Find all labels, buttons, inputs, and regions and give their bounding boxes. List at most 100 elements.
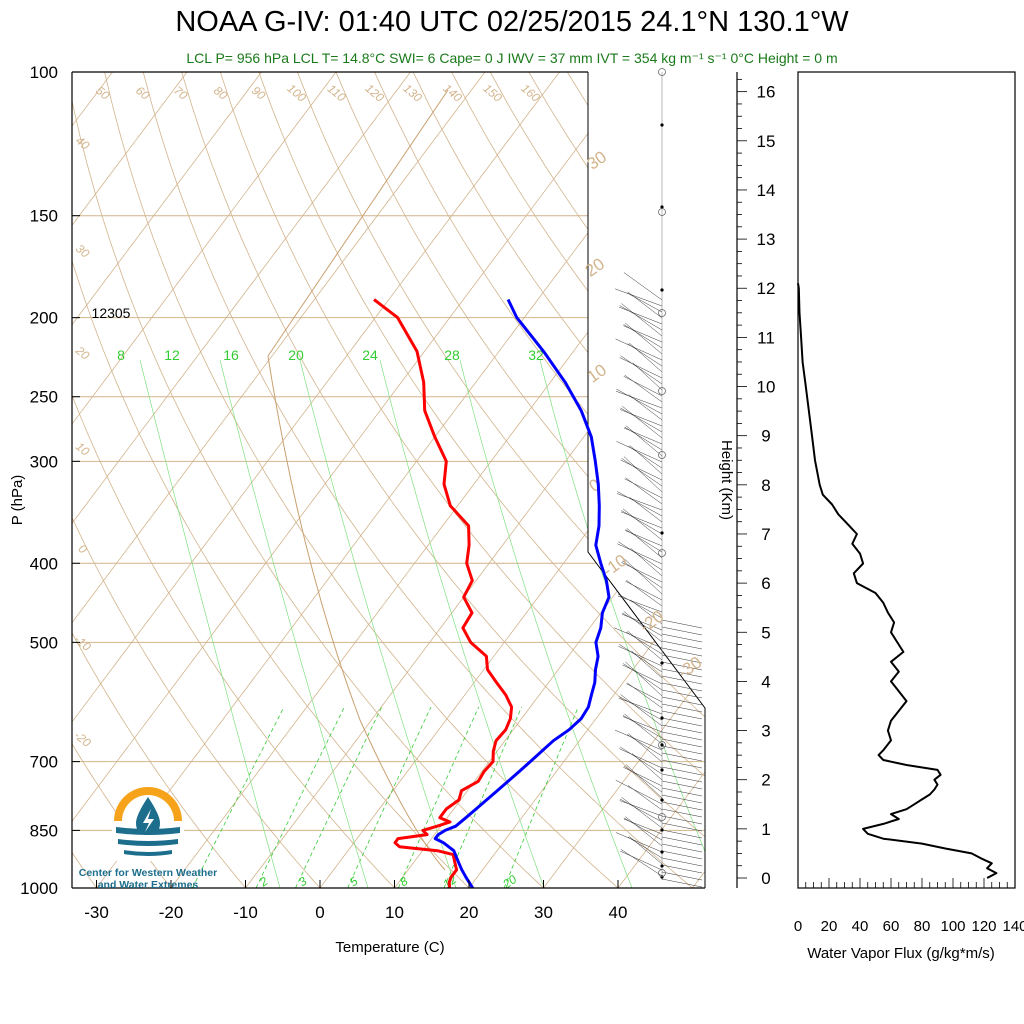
- wind-barb: [661, 745, 703, 755]
- dry-adiabat: [72, 516, 321, 888]
- dry-adiabat-label: 90: [249, 83, 268, 103]
- height-tick-label: 10: [757, 378, 776, 397]
- t-tick-label: -10: [233, 903, 258, 922]
- dry-adiabat: [142, 72, 694, 888]
- isotherm-label: 10: [73, 439, 92, 459]
- wind-barb: [628, 733, 663, 763]
- calm-circle: [658, 68, 666, 76]
- wind-barb: [620, 694, 663, 727]
- wind-barb: [621, 510, 663, 535]
- wind-barb: [623, 767, 663, 787]
- wind-barb: [615, 832, 663, 853]
- dry-adiabat: [181, 72, 705, 838]
- height-tick-label: 7: [761, 525, 770, 544]
- moist-adiabat: [459, 359, 633, 888]
- wind-barb: [661, 815, 703, 825]
- wind-barb: [623, 817, 663, 841]
- wind-barb: [615, 338, 663, 361]
- dry-adiabat: [335, 72, 705, 602]
- wind-barb: [661, 703, 703, 713]
- wind-barb: [661, 773, 703, 783]
- mixing-ratio-label: 12: [164, 347, 180, 363]
- mixing-ratio-label: 3: [296, 874, 310, 889]
- dry-adiabat-label: 60: [133, 83, 152, 103]
- wind-barb: [630, 599, 663, 625]
- height-tick-label: 9: [761, 427, 770, 446]
- wind-barb: [661, 717, 703, 727]
- mixing-ratio-label: 24: [362, 347, 378, 363]
- flux-x-tick-label: 120: [971, 918, 996, 935]
- isotherm-label: -20: [71, 728, 94, 750]
- wind-barb: [661, 668, 703, 678]
- wind-barb: [626, 734, 663, 757]
- flux-x-tick-label: 60: [883, 918, 900, 935]
- mixing-ratio-label: 16: [223, 347, 239, 363]
- y-axis-label: P (hPa): [9, 475, 26, 526]
- isotherm: [468, 572, 705, 888]
- height-tick-label: 3: [761, 722, 770, 741]
- isotherm: [72, 72, 635, 822]
- isotherm-label: 40: [73, 133, 92, 153]
- wind-barb: [661, 738, 703, 748]
- logo-text-line1: Center for Western Weather: [78, 867, 218, 879]
- wind-barb: [629, 445, 663, 475]
- dry-adiabat-label: 50: [93, 83, 112, 103]
- wind-barb: [661, 626, 703, 636]
- wind-barb: [622, 405, 663, 439]
- wind-barb: [627, 291, 663, 319]
- wind-dot: [660, 864, 664, 868]
- dry-adiabat: [72, 259, 470, 888]
- wind-barb: [623, 611, 663, 643]
- wind-barb: [619, 800, 663, 817]
- height-tick-label: 0: [761, 869, 770, 888]
- wind-barb: [661, 724, 703, 734]
- wind-barb: [661, 654, 703, 664]
- wind-barb: [621, 796, 663, 829]
- dry-adiabat: [72, 98, 545, 888]
- wind-barb: [627, 785, 663, 811]
- dry-adiabat: [72, 394, 396, 888]
- height-tick-label: 4: [761, 672, 770, 691]
- wind-barb: [623, 272, 663, 301]
- wind-barb: [661, 780, 703, 790]
- wind-barb: [623, 663, 663, 691]
- wind-barb: [627, 630, 663, 661]
- wind-barb: [661, 759, 703, 769]
- wind-barb: [618, 645, 663, 667]
- wind-barb: [622, 508, 663, 541]
- wind-barb: [661, 633, 703, 643]
- height-axis-label: Height (Km): [718, 440, 735, 520]
- wind-dot: [660, 288, 664, 292]
- isotherm-label: 30: [73, 241, 92, 261]
- p-tick-label: 150: [30, 207, 58, 226]
- wind-barb: [617, 543, 663, 565]
- t-tick-label: 20: [460, 903, 479, 922]
- wind-barb: [625, 764, 663, 799]
- t-tick-label: -20: [159, 903, 184, 922]
- x-axis-label: Temperature (C): [335, 939, 444, 956]
- dry-adiabat: [104, 72, 619, 888]
- wind-barb: [624, 426, 663, 451]
- wind-barb: [620, 849, 663, 877]
- wind-barbs: [614, 68, 703, 888]
- wind-barb: [626, 528, 663, 559]
- wind-barb: [625, 477, 663, 505]
- wind-barb: [622, 560, 663, 589]
- wind-barb: [624, 478, 663, 499]
- wind-barb: [625, 529, 663, 553]
- wind-barb: [632, 362, 663, 391]
- wind-barb: [631, 650, 663, 679]
- wind-dot: [660, 798, 664, 802]
- wind-barb: [623, 324, 663, 349]
- wind-barb: [619, 357, 663, 379]
- wind-barb: [628, 394, 663, 421]
- wind-barb: [621, 458, 663, 487]
- chart-title: NOAA G-IV: 01:40 UTC 02/25/2015 24.1°N 1…: [175, 6, 849, 38]
- calm-circle: [658, 741, 666, 749]
- chart-subtitle: LCL P= 956 hPa LCL T= 14.8°C SWI= 6 Cape…: [186, 50, 838, 66]
- isotherm-label: 0: [76, 541, 90, 556]
- mixing-ratio-label: 5: [347, 874, 361, 889]
- wind-barb: [627, 836, 663, 859]
- wind-barb: [624, 374, 663, 403]
